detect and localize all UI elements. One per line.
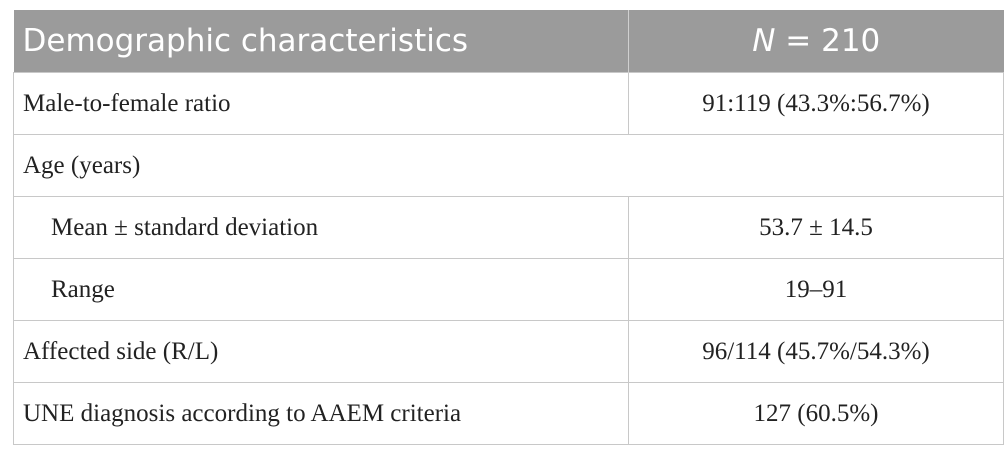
table-row: UNE diagnosis according to AAEM criteria… xyxy=(13,382,1004,445)
table-row: Affected side (R/L) 96/114 (45.7%/54.3%) xyxy=(13,320,1004,383)
header-text: = 210 xyxy=(785,23,881,59)
row-label: UNE diagnosis according to AAEM criteria xyxy=(13,382,629,445)
row-value: 19–91 xyxy=(628,258,1004,321)
header-cell: N = 210 xyxy=(628,10,1004,73)
table-row: Range 19–91 xyxy=(13,258,1004,321)
row-value: 91:119 (43.3%:56.7%) xyxy=(628,72,1004,135)
row-label: Male-to-female ratio xyxy=(13,72,629,135)
table-row: Male-to-female ratio 91:119 (43.3%:56.7%) xyxy=(13,72,1004,135)
header-row: Demographic characteristics N = 210 xyxy=(13,10,1004,73)
row-label: Range xyxy=(13,258,629,321)
row-value: 127 (60.5%) xyxy=(628,382,1004,445)
header-cell: Demographic characteristics xyxy=(13,10,629,73)
table-header: Demographic characteristics N = 210 xyxy=(13,10,1004,73)
table-row: Age (years) xyxy=(13,134,1004,197)
row-value: 53.7 ± 14.5 xyxy=(628,196,1004,259)
header-italic: N xyxy=(752,23,776,59)
row-label: Age (years) xyxy=(13,134,1004,197)
table-body: Male-to-female ratio 91:119 (43.3%:56.7%)… xyxy=(13,72,1004,445)
row-value: 96/114 (45.7%/54.3%) xyxy=(628,320,1004,383)
demographics-table: Demographic characteristics N = 210 Male… xyxy=(13,10,1004,445)
table-row: Mean ± standard deviation 53.7 ± 14.5 xyxy=(13,196,1004,259)
row-label: Affected side (R/L) xyxy=(13,320,629,383)
row-label: Mean ± standard deviation xyxy=(13,196,629,259)
